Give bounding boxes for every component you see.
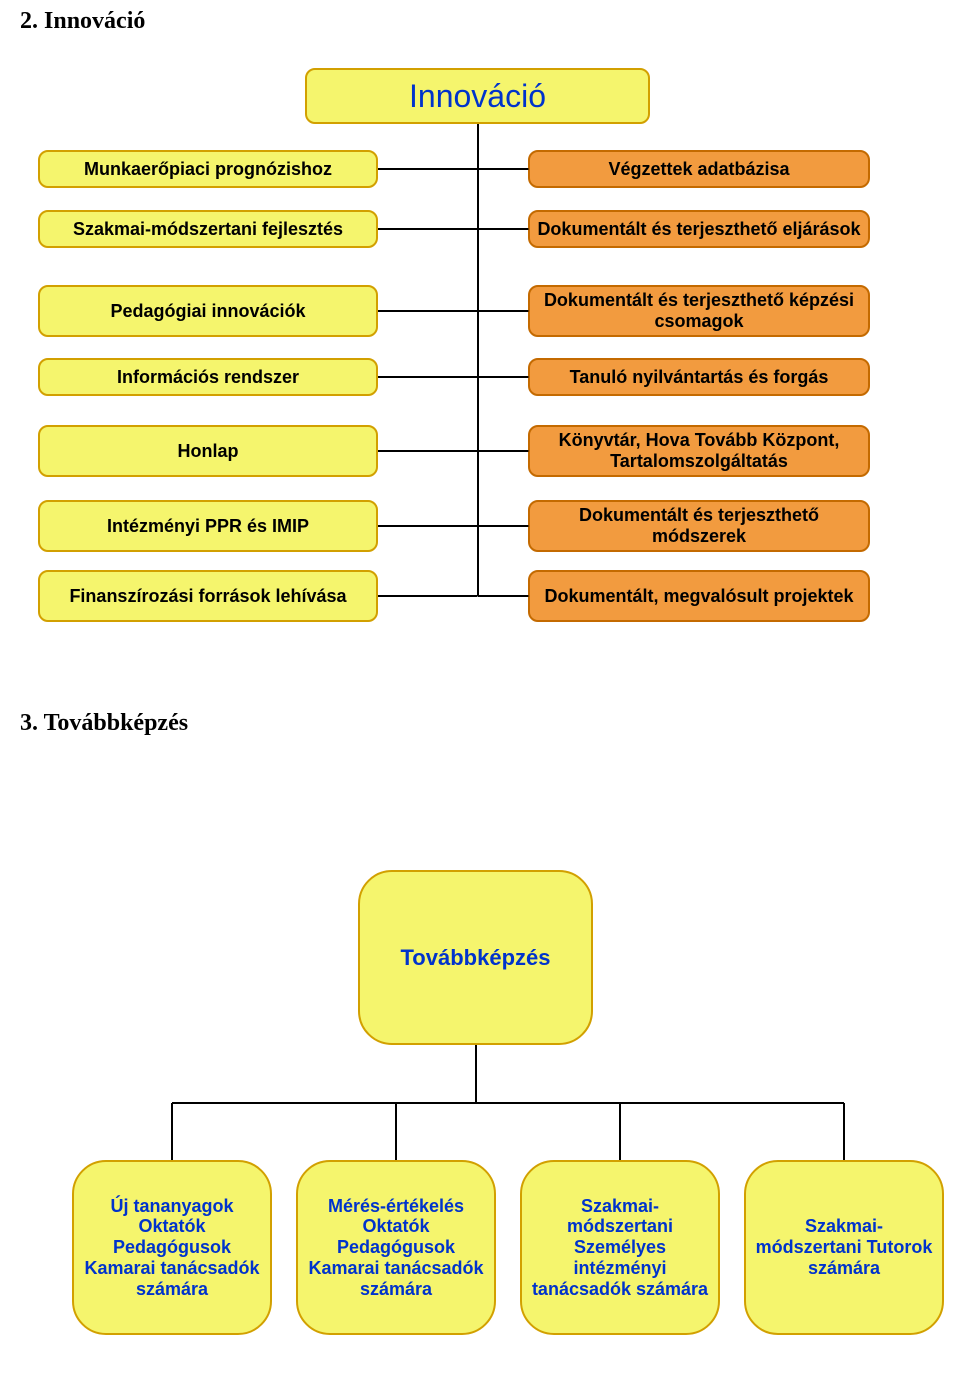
- d1-left-node-0: Munkaerőpiaci prognózishoz: [38, 150, 378, 188]
- d2-title-node: Továbbképzés: [358, 870, 593, 1045]
- d2-child-node-2: Szakmai- módszertani Személyes intézmény…: [520, 1160, 720, 1335]
- d1-right-node-0: Végzettek adatbázisa: [528, 150, 870, 188]
- heading-training: 3. Továbbképzés: [20, 710, 188, 737]
- d2-child-node-1: Mérés-értékelés Oktatók Pedagógusok Kama…: [296, 1160, 496, 1335]
- d1-right-node-6: Dokumentált, megvalósult projektek: [528, 570, 870, 622]
- d1-left-node-2: Pedagógiai innovációk: [38, 285, 378, 337]
- heading-innovation: 2. Innováció: [20, 8, 145, 35]
- d1-right-node-1: Dokumentált és terjeszthető eljárások: [528, 210, 870, 248]
- d1-right-node-4: Könyvtár, Hova Tovább Központ, Tartaloms…: [528, 425, 870, 477]
- d1-left-node-5: Intézményi PPR és IMIP: [38, 500, 378, 552]
- d1-right-node-2: Dokumentált és terjeszthető képzési csom…: [528, 285, 870, 337]
- d1-right-node-3: Tanuló nyilvántartás és forgás: [528, 358, 870, 396]
- d1-title-node: Innováció: [305, 68, 650, 124]
- d1-right-node-5: Dokumentált és terjeszthető módszerek: [528, 500, 870, 552]
- d1-left-node-4: Honlap: [38, 425, 378, 477]
- d1-left-node-3: Információs rendszer: [38, 358, 378, 396]
- d1-left-node-6: Finanszírozási források lehívása: [38, 570, 378, 622]
- d2-child-node-3: Szakmai- módszertani Tutorok számára: [744, 1160, 944, 1335]
- d2-child-node-0: Új tananyagok Oktatók Pedagógusok Kamara…: [72, 1160, 272, 1335]
- d1-left-node-1: Szakmai-módszertani fejlesztés: [38, 210, 378, 248]
